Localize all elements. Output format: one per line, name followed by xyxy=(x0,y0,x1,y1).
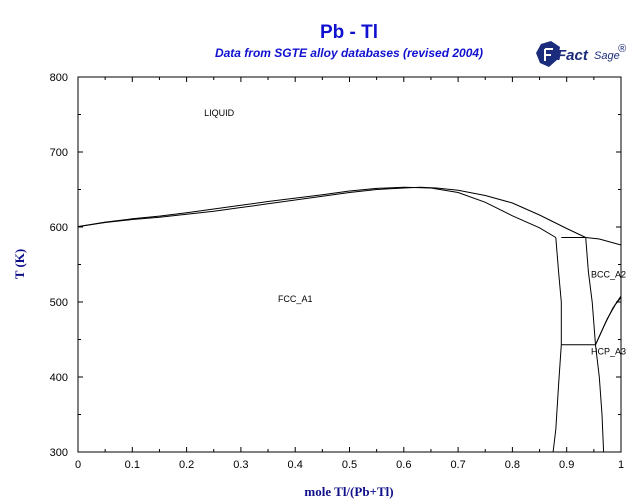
plot-area: 0 0.1 0.2 0.3 0.4 0.5 0.6 0.7 0.8 0.9 1 300 400 500 60… xyxy=(50,72,626,471)
x-tick-label: 0.4 xyxy=(288,459,303,471)
x-tick-label: 0.3 xyxy=(233,459,248,471)
y-axis-label: T (K) xyxy=(12,249,27,279)
phase-labels: LIQUID FCC_A1 BCC_A2 HCP_A3 xyxy=(204,108,626,357)
logo-text-sage: Sage xyxy=(594,50,620,62)
x-tick-label: 0.9 xyxy=(559,459,574,471)
x-tick-label: 0.2 xyxy=(179,459,194,471)
phase-label: LIQUID xyxy=(204,108,235,118)
x-tick-label: 0.7 xyxy=(450,459,465,471)
phase-label: HCP_A3 xyxy=(591,347,626,357)
chart-subtitle: Data from SGTE alloy databases (revised … xyxy=(215,46,483,60)
phase-boundary-3 xyxy=(552,237,562,453)
x-tick-label: 1 xyxy=(618,459,624,471)
x-tick-label: 0 xyxy=(75,459,81,471)
phase-boundary-4 xyxy=(585,237,596,345)
chart-title: Pb - Tl xyxy=(320,22,378,43)
x-tick-label: 0.5 xyxy=(342,459,357,471)
y-tick-label: 300 xyxy=(50,447,68,459)
x-tick-label: 0.6 xyxy=(396,459,411,471)
factsage-logo: Fact Sage ® xyxy=(536,41,627,67)
x-axis-label: mole Tl/(Pb+Tl) xyxy=(304,484,393,499)
phase-boundary-8 xyxy=(585,237,622,246)
phase-boundary-2 xyxy=(77,186,557,238)
phase-label: BCC_A2 xyxy=(591,269,626,279)
y-tick-label: 800 xyxy=(50,72,68,84)
phase-boundary-7 xyxy=(595,297,622,346)
y-tick-label: 600 xyxy=(50,222,68,234)
phase-boundaries xyxy=(77,186,622,453)
axis-ticks xyxy=(77,76,622,453)
axis-tick-labels: 0 0.1 0.2 0.3 0.4 0.5 0.6 0.7 0.8 0.9 1 300 400 500 60… xyxy=(50,72,624,471)
y-tick-label: 700 xyxy=(50,147,68,159)
logo-registered-mark: ® xyxy=(618,43,627,55)
logo-text-fact: Fact xyxy=(557,47,589,64)
factsage-logo-icon xyxy=(536,41,560,67)
phase-boundary-5 xyxy=(595,344,605,453)
y-tick-label: 500 xyxy=(50,297,68,309)
x-tick-label: 0.1 xyxy=(125,459,140,471)
phase-label: FCC_A1 xyxy=(278,294,313,304)
plot-frame xyxy=(77,76,622,453)
y-tick-label: 400 xyxy=(50,372,68,384)
phase-boundary-1 xyxy=(77,186,586,238)
x-tick-label: 0.8 xyxy=(505,459,520,471)
